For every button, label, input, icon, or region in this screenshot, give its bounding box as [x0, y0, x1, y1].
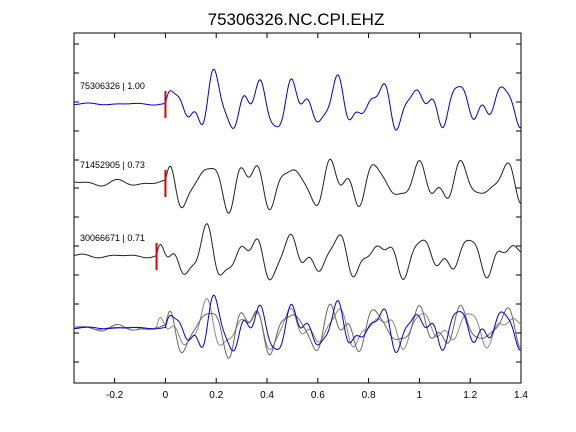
trace-group: 71452905 | 0.73 — [73, 158, 522, 214]
waveform-line — [73, 223, 522, 281]
x-tick-label: 0.4 — [260, 390, 274, 401]
trace-group: 75306326 | 1.00 — [73, 68, 522, 131]
trace-label: 75306326 | 1.00 — [80, 81, 145, 91]
waveform-line — [73, 158, 522, 214]
trace-label: 30066671 | 0.71 — [80, 233, 145, 243]
x-tick-label: 0.6 — [311, 390, 325, 401]
overlay-waveform-line — [73, 294, 522, 354]
trace-group: 30066671 | 0.71 — [73, 223, 522, 281]
overlay-waveform-line — [73, 303, 522, 359]
x-tick-label: 1.4 — [514, 390, 528, 401]
waveform-traces: 75306326 | 1.00 71452905 | 0.73 30066671 |… — [73, 68, 522, 359]
overlay-waveform-line — [73, 298, 522, 351]
x-tick-label: 1.2 — [463, 390, 477, 401]
x-tick-label: 0 — [163, 390, 169, 401]
trace-label: 71452905 | 0.73 — [80, 160, 145, 170]
x-tick-label: 1 — [417, 390, 423, 401]
axis-ticks: -0.2 0 0.2 0.4 0.6 0.8 1 1.2 1.4 — [74, 33, 528, 401]
chart-title: 75306326.NC.CPI.EHZ — [208, 10, 385, 29]
waveform-line — [73, 68, 522, 131]
overlay-stack — [73, 294, 522, 359]
plot-frame — [73, 32, 522, 384]
x-tick-label: -0.2 — [106, 390, 124, 401]
x-tick-label: 0.2 — [209, 390, 223, 401]
x-tick-label: 0.8 — [362, 390, 376, 401]
